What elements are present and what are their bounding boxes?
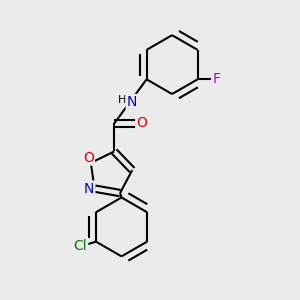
Text: H: H	[118, 95, 126, 105]
Text: N: N	[127, 95, 137, 109]
Text: O: O	[136, 116, 147, 130]
Text: O: O	[83, 151, 94, 165]
Text: N: N	[84, 182, 94, 196]
Text: F: F	[213, 72, 221, 86]
Text: Cl: Cl	[74, 239, 87, 253]
